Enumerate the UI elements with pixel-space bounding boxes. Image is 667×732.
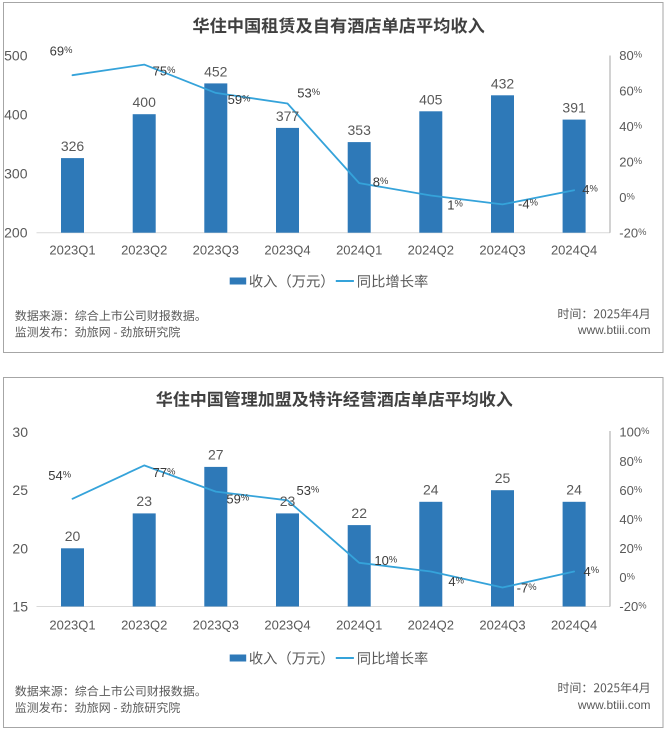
svg-text:2023Q1: 2023Q1 [49,617,95,632]
svg-text:80%: 80% [619,454,642,469]
svg-text:2024Q1: 2024Q1 [336,617,382,632]
svg-text:75%: 75% [153,64,176,79]
svg-text:2023Q3: 2023Q3 [193,242,239,257]
svg-text:-4%: -4% [518,196,538,211]
svg-text:0%: 0% [619,570,635,585]
svg-text:25: 25 [495,470,511,486]
svg-text:23: 23 [280,493,296,509]
svg-text:377: 377 [276,108,300,124]
svg-text:24: 24 [423,482,439,498]
svg-text:400: 400 [4,107,28,123]
svg-text:69%: 69% [50,44,73,59]
svg-text:400: 400 [133,94,157,110]
svg-text:2023Q2: 2023Q2 [121,617,167,632]
svg-text:www.btiii.com: www.btiii.com [577,698,651,712]
svg-text:2023Q2: 2023Q2 [121,242,167,257]
svg-text:10%: 10% [374,553,397,568]
svg-text:452: 452 [204,63,228,79]
svg-text:60%: 60% [619,483,642,498]
svg-text:500: 500 [4,47,28,63]
svg-text:20%: 20% [619,154,642,169]
svg-text:77%: 77% [153,465,176,480]
svg-text:20%: 20% [619,541,642,556]
svg-text:-20%: -20% [619,225,646,240]
svg-text:200: 200 [4,225,28,241]
svg-text:353: 353 [348,122,372,138]
svg-text:www.btiii.com: www.btiii.com [577,323,651,337]
svg-text:2023Q3: 2023Q3 [193,617,239,632]
svg-text:22: 22 [351,505,367,521]
svg-text:30: 30 [12,424,28,440]
svg-text:53%: 53% [296,483,319,498]
svg-text:2024Q2: 2024Q2 [408,617,454,632]
svg-text:2023Q4: 2023Q4 [264,242,310,257]
svg-text:80%: 80% [619,48,642,63]
svg-text:1%: 1% [447,197,463,212]
svg-text:2023Q4: 2023Q4 [264,617,310,632]
svg-text:4%: 4% [582,182,598,197]
svg-text:25: 25 [12,482,28,498]
svg-text:100%: 100% [619,425,649,440]
svg-text:2024Q4: 2024Q4 [551,617,597,632]
svg-text:8%: 8% [373,175,389,190]
svg-text:15: 15 [12,599,28,615]
svg-text:4%: 4% [584,564,600,579]
svg-text:59%: 59% [228,92,251,107]
svg-text:4%: 4% [448,574,464,589]
svg-text:300: 300 [4,166,28,182]
svg-text:2024Q3: 2024Q3 [479,617,525,632]
svg-text:326: 326 [61,138,85,154]
svg-text:54%: 54% [48,468,71,483]
svg-text:40%: 40% [619,512,642,527]
svg-text:24: 24 [566,482,582,498]
svg-text:40%: 40% [619,119,642,134]
svg-text:432: 432 [491,75,515,91]
svg-text:0%: 0% [619,190,635,205]
svg-text:2023Q1: 2023Q1 [49,242,95,257]
svg-text:59%: 59% [226,491,249,506]
svg-text:2024Q3: 2024Q3 [479,242,525,257]
svg-text:2024Q1: 2024Q1 [336,242,382,257]
svg-text:391: 391 [562,100,586,116]
svg-text:20: 20 [65,528,81,544]
svg-text:27: 27 [208,447,224,463]
svg-text:2024Q4: 2024Q4 [551,242,597,257]
svg-text:-7%: -7% [517,581,537,596]
svg-text:20: 20 [12,540,28,556]
svg-text:53%: 53% [297,86,320,101]
svg-text:2024Q2: 2024Q2 [408,242,454,257]
svg-text:405: 405 [419,91,443,107]
svg-text:60%: 60% [619,83,642,98]
svg-text:-20%: -20% [619,599,646,614]
svg-text:23: 23 [136,493,152,509]
